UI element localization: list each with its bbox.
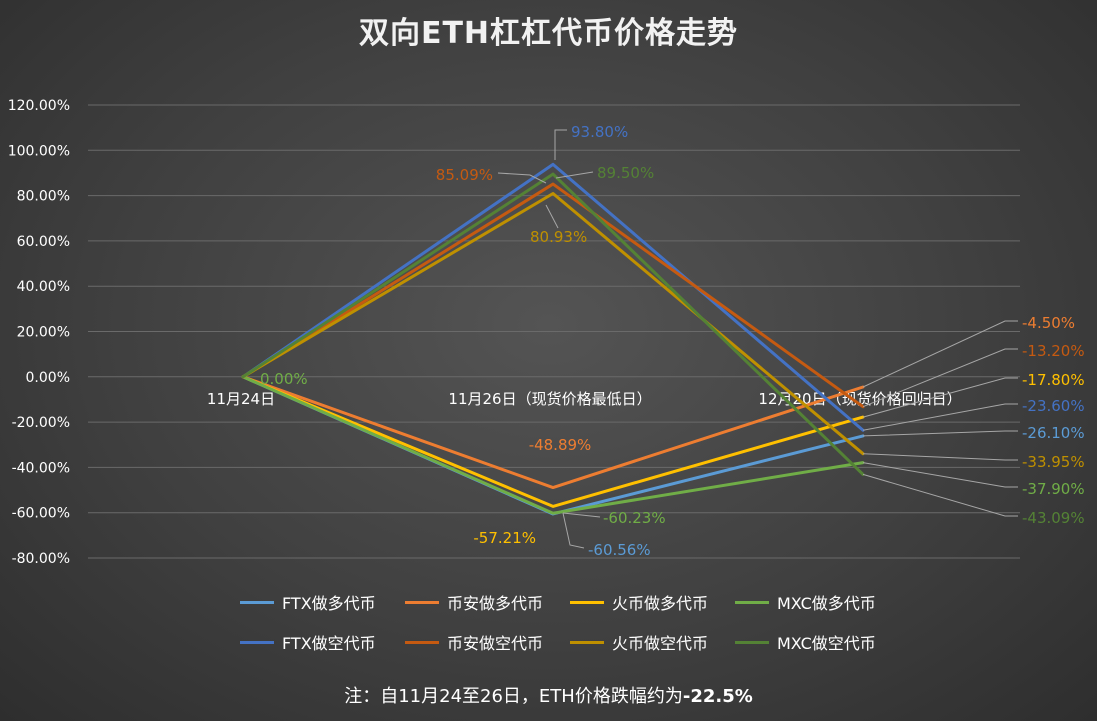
legend-label: 火币做空代币 bbox=[612, 634, 709, 653]
legend-label: FTX做空代币 bbox=[282, 634, 376, 653]
y-tick-label: -40.00% bbox=[12, 460, 70, 476]
y-tick-label: 0.00% bbox=[26, 370, 70, 386]
data-label: -43.09% bbox=[1022, 509, 1085, 527]
y-tick-label: -60.00% bbox=[12, 506, 70, 522]
legend-item: 火币做空代币 bbox=[570, 630, 735, 654]
leader-line bbox=[862, 377, 1018, 418]
x-category-label: 11月24日 bbox=[207, 390, 275, 408]
legend-item: FTX做空代币 bbox=[240, 630, 405, 654]
data-label: -37.90% bbox=[1022, 480, 1085, 498]
data-label: 85.09% bbox=[436, 166, 493, 184]
legend-label: MXC做空代币 bbox=[777, 634, 876, 653]
data-label: -48.89% bbox=[529, 436, 592, 454]
leader-line bbox=[545, 204, 559, 229]
legend-swatch bbox=[570, 640, 604, 644]
leader-line bbox=[862, 403, 1018, 431]
data-label: -57.21% bbox=[473, 529, 536, 547]
y-tick-label: 100.00% bbox=[8, 143, 70, 159]
series-line-1 bbox=[241, 375, 865, 490]
leader-line bbox=[555, 171, 594, 179]
leader-line bbox=[862, 320, 1018, 388]
leader-line bbox=[862, 473, 1018, 517]
data-label: -33.95% bbox=[1022, 453, 1085, 471]
y-tick-label: 40.00% bbox=[17, 279, 70, 295]
note-value: -22.5% bbox=[682, 686, 753, 707]
data-label: 80.93% bbox=[530, 228, 587, 246]
leader-line bbox=[497, 172, 547, 184]
series-line-6 bbox=[241, 191, 865, 456]
legend-label: MXC做多代币 bbox=[777, 594, 876, 613]
y-tick-label: -20.00% bbox=[12, 415, 70, 431]
legend-item: MXC做多代币 bbox=[735, 590, 900, 614]
legend-swatch bbox=[240, 600, 274, 604]
legend-swatch bbox=[240, 640, 274, 644]
legend-label: 币安做多代币 bbox=[447, 594, 544, 613]
chart-legend: FTX做多代币 币安做多代币 火币做多代币 MXC做多代币 FTX做空代币 币安做空代币 火… bbox=[240, 590, 920, 654]
data-label: -23.60% bbox=[1022, 397, 1085, 415]
legend-swatch bbox=[405, 600, 439, 604]
y-tick-label: 20.00% bbox=[17, 325, 70, 341]
legend-item: 火币做多代币 bbox=[570, 590, 735, 614]
leader-line bbox=[562, 512, 601, 518]
legend-label: 火币做多代币 bbox=[612, 594, 709, 613]
legend-swatch bbox=[735, 600, 769, 604]
x-category-label: 11月26日（现货价格最低日） bbox=[448, 390, 651, 408]
legend-swatch bbox=[735, 640, 769, 644]
leader-line bbox=[554, 129, 567, 160]
y-tick-label: 80.00% bbox=[17, 189, 70, 205]
leader-line bbox=[862, 430, 1018, 437]
legend-label: FTX做多代币 bbox=[282, 594, 376, 613]
leader-line bbox=[862, 462, 1018, 488]
legend-swatch bbox=[405, 640, 439, 644]
series-line-7 bbox=[241, 172, 865, 476]
data-label: -26.10% bbox=[1022, 424, 1085, 442]
data-label: 89.50% bbox=[597, 164, 654, 182]
data-label: -60.23% bbox=[603, 509, 666, 527]
legend-label: 币安做空代币 bbox=[447, 634, 544, 653]
chart-title: 双向ETH杠杠代币价格走势 bbox=[358, 16, 739, 51]
data-label: -13.20% bbox=[1022, 342, 1085, 360]
leader-line bbox=[862, 453, 1018, 461]
legend-item: 币安做多代币 bbox=[405, 590, 570, 614]
data-label: -4.50% bbox=[1022, 314, 1075, 332]
legend-item: MXC做空代币 bbox=[735, 630, 900, 654]
leader-line bbox=[862, 348, 1018, 408]
note-prefix: 注：自11月24至26日，ETH价格跌幅约为 bbox=[344, 686, 683, 707]
y-tick-label: 60.00% bbox=[17, 234, 70, 250]
series-line-5 bbox=[241, 182, 865, 409]
legend-swatch bbox=[570, 600, 604, 604]
data-label: 0.00% bbox=[260, 370, 308, 388]
data-label: -60.56% bbox=[588, 541, 651, 559]
data-label: -17.80% bbox=[1022, 371, 1085, 389]
y-tick-label: 120.00% bbox=[8, 98, 70, 114]
series-line-3 bbox=[241, 375, 865, 515]
legend-item: 币安做空代币 bbox=[405, 630, 570, 654]
leader-line bbox=[562, 512, 585, 549]
series-line-4 bbox=[241, 162, 865, 432]
y-tick-label: -80.00% bbox=[12, 551, 70, 567]
chart-note: 注：自11月24至26日，ETH价格跌幅约为-22.5% bbox=[0, 682, 1097, 708]
series-line-2 bbox=[241, 375, 865, 508]
legend-item: FTX做多代币 bbox=[240, 590, 405, 614]
data-label: 93.80% bbox=[571, 123, 628, 141]
